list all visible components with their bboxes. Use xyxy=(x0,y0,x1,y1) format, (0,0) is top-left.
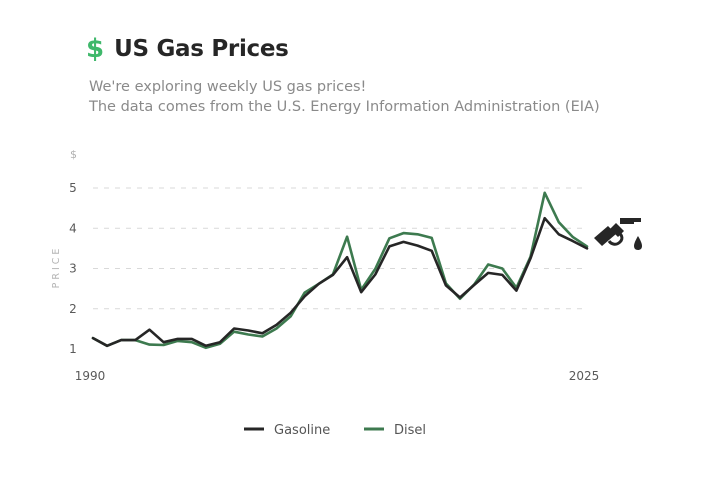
y-tick-label-5: 5 xyxy=(69,181,77,195)
y-tick-label-3: 3 xyxy=(69,262,77,276)
y-tick-label-4: 4 xyxy=(69,221,77,235)
legend-label-gasoline: Gasoline xyxy=(274,423,330,438)
y-axis-label: PRICE xyxy=(51,246,62,289)
title-row: $ US Gas Prices xyxy=(86,34,289,64)
subtitle-line-2: The data comes from the U.S. Energy Info… xyxy=(89,99,600,115)
subtitle-line-1: We're exploring weekly US gas prices! xyxy=(89,79,367,95)
y-axis-ticks: 1 2 3 4 5 xyxy=(69,181,77,356)
series-lines xyxy=(91,191,589,350)
series-line-diesel xyxy=(91,191,589,350)
dollar-icon: $ xyxy=(86,34,105,64)
grid-lines xyxy=(93,187,587,310)
legend: Gasoline Disel xyxy=(244,423,426,438)
x-axis-ticks: 1990 2025 xyxy=(75,369,600,383)
legend-item-diesel: Disel xyxy=(364,423,426,438)
x-tick-label-2025: 2025 xyxy=(569,369,600,383)
legend-item-gasoline: Gasoline xyxy=(244,423,330,438)
y-unit-label: $ xyxy=(70,148,77,161)
series-line-gasoline xyxy=(91,216,589,348)
fuel-pump-icon xyxy=(594,218,642,250)
x-tick-label-1990: 1990 xyxy=(75,369,106,383)
y-tick-label-1: 1 xyxy=(69,342,77,356)
legend-label-diesel: Disel xyxy=(394,423,426,438)
y-tick-label-2: 2 xyxy=(69,302,77,316)
page-title: US Gas Prices xyxy=(114,36,289,62)
